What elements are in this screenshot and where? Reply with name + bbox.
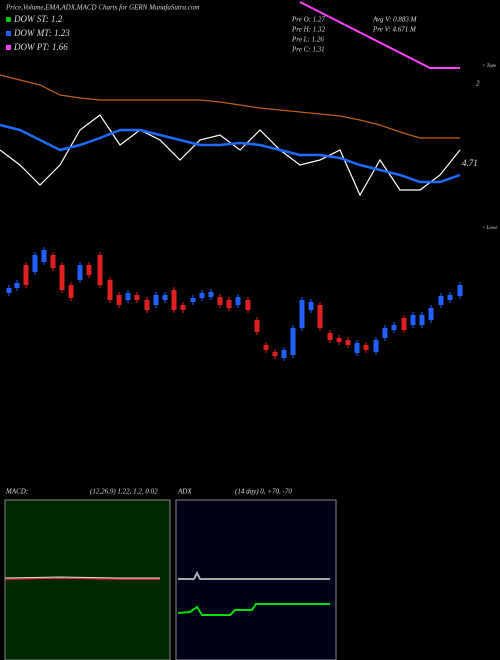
side-label: < Tope: [482, 64, 497, 69]
candle-body: [59, 265, 65, 290]
side-label: < Lowe: [482, 226, 498, 231]
candle-body: [199, 293, 205, 298]
candle-body: [401, 318, 407, 330]
candle-body: [245, 300, 251, 310]
chart-title: Price,Volume,EMA,ADX,MACD Charts for GER…: [5, 4, 199, 12]
candle-body: [410, 315, 416, 325]
adx-line: [178, 570, 330, 580]
candle-body: [190, 298, 196, 302]
trend-line: [299, 1, 460, 69]
candle-body: [32, 255, 38, 272]
candle-body: [134, 295, 140, 300]
candle-body: [144, 300, 150, 310]
info: Pre V: 4.671 M: [372, 26, 417, 34]
candle-body: [208, 292, 214, 297]
legend-swatch: [6, 17, 11, 22]
candle-body: [438, 296, 444, 305]
series-line: [0, 114, 461, 197]
candle-body: [235, 297, 241, 305]
candle-body: [162, 295, 168, 300]
series-line: [0, 74, 460, 139]
candle-body: [299, 300, 305, 328]
candle-body: [41, 250, 47, 262]
candle-body: [107, 280, 113, 300]
info: Pre L: 1.26: [291, 36, 324, 44]
candle-body: [354, 343, 360, 353]
legend-label: DOW ST: 1.2: [13, 14, 63, 24]
panel-label: (12,26,9) 1.22, 1.2, 0.02: [90, 488, 158, 496]
legend-swatch: [6, 45, 11, 50]
candle-body: [457, 285, 463, 296]
candle-body: [363, 345, 369, 350]
candle-body: [97, 255, 103, 285]
macd-panel: [4, 499, 171, 660]
panel-label: (14 day) 0, +70, -70: [235, 488, 292, 496]
candle-body: [327, 333, 333, 340]
candle-body: [391, 325, 397, 330]
candle-body: [86, 265, 92, 275]
candle-body: [125, 293, 131, 300]
candle-body: [14, 283, 20, 288]
candle-body: [68, 285, 74, 298]
candle-body: [153, 295, 159, 305]
candle-body: [116, 295, 122, 305]
adx-di: [177, 603, 330, 616]
candle-body: [382, 328, 388, 338]
info: Pre C: 1.31: [291, 46, 325, 54]
candle-body: [419, 315, 425, 325]
candle-body: [308, 302, 314, 310]
legend-label: DOW MT: 1.23: [13, 28, 70, 38]
header-legend: DOW ST: 1.2 DOW MT: 1.23 DOW PT: 1.66: [6, 14, 70, 52]
info: Avg V: 0.883 M: [372, 16, 418, 24]
legend-label: DOW PT: 1.66: [13, 42, 68, 52]
legend-swatch: [6, 31, 11, 36]
candle-body: [272, 352, 278, 356]
side-label: 2: [476, 80, 480, 88]
candle-body: [180, 305, 186, 310]
candle-body: [447, 295, 453, 300]
candle-body: [23, 265, 29, 285]
candle-body: [263, 345, 269, 350]
info: Pre H: 1.32: [291, 26, 325, 34]
candle-body: [226, 300, 232, 308]
candle-body: [217, 297, 223, 305]
macd-line: [4, 577, 160, 580]
candle-body: [290, 328, 296, 355]
panel-label: ADX: [177, 488, 192, 496]
candle-body: [373, 340, 379, 352]
candle-body: [171, 290, 177, 310]
candle-body: [428, 308, 434, 320]
candle-body: [336, 338, 342, 342]
candle-body: [254, 320, 260, 332]
candle-body: [281, 350, 287, 358]
candle-body: [317, 305, 323, 328]
info: Pre O: 1.27: [291, 16, 325, 24]
candle-body: [50, 255, 56, 268]
macd-signal: [4, 576, 160, 579]
candle-body: [345, 340, 351, 345]
candle-body: [6, 288, 12, 293]
side-label: 4.71: [462, 158, 478, 168]
panel-label: MACD:: [5, 488, 28, 496]
series-line: [0, 123, 461, 184]
candle-body: [77, 265, 83, 280]
